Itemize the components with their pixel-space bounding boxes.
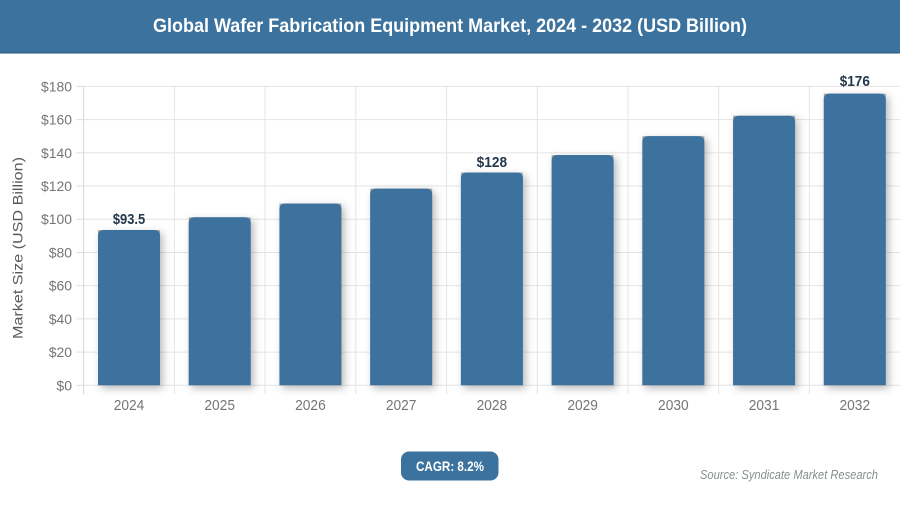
svg-text:$100: $100 <box>41 211 72 227</box>
svg-text:Market Size (USD Billion): Market Size (USD Billion) <box>10 157 26 339</box>
svg-text:Source: Syndicate Market Resea: Source: Syndicate Market Research <box>700 467 878 482</box>
svg-text:$176: $176 <box>840 74 870 90</box>
svg-text:2031: 2031 <box>749 398 780 414</box>
svg-text:2028: 2028 <box>477 398 508 414</box>
svg-text:2027: 2027 <box>386 398 417 414</box>
svg-text:2026: 2026 <box>295 398 326 414</box>
svg-text:$140: $140 <box>41 145 72 161</box>
svg-text:2030: 2030 <box>658 398 689 414</box>
svg-text:2032: 2032 <box>840 398 871 414</box>
svg-text:$60: $60 <box>49 278 73 294</box>
svg-text:$160: $160 <box>41 112 72 128</box>
svg-text:$0: $0 <box>56 377 72 393</box>
svg-text:$40: $40 <box>49 311 73 327</box>
svg-text:2029: 2029 <box>567 398 598 414</box>
svg-text:$120: $120 <box>41 178 72 194</box>
svg-text:$180: $180 <box>41 78 72 94</box>
svg-text:$20: $20 <box>49 344 73 360</box>
svg-text:CAGR: 8.2%: CAGR: 8.2% <box>416 458 484 474</box>
svg-text:2024: 2024 <box>114 398 145 414</box>
svg-text:$80: $80 <box>49 244 73 260</box>
svg-text:$93.5: $93.5 <box>113 212 145 228</box>
svg-text:2025: 2025 <box>204 398 235 414</box>
svg-text:$128: $128 <box>477 155 508 171</box>
svg-text:Global Wafer Fabrication Equip: Global Wafer Fabrication Equipment Marke… <box>153 16 747 37</box>
